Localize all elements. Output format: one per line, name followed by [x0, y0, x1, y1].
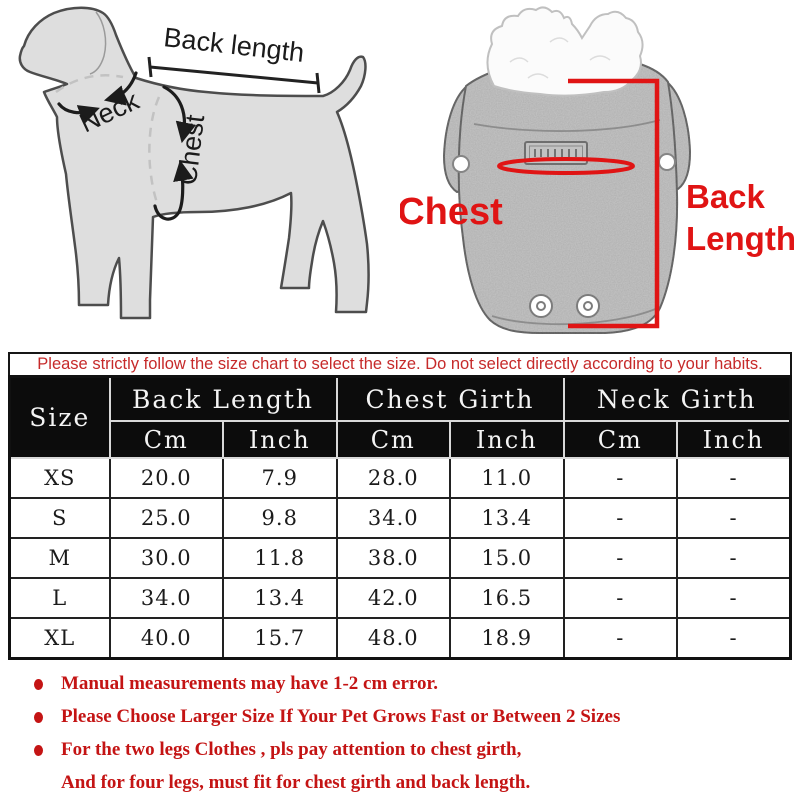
value-cell: 13.4: [222, 577, 338, 619]
value-cell: -: [562, 577, 678, 619]
neck-arrow-upper: [103, 71, 138, 106]
bullet-icon: [34, 711, 43, 723]
bullet-icon: [34, 744, 43, 756]
dog-silhouette: [18, 6, 370, 320]
value-cell: 25.0: [108, 497, 224, 539]
header-neck-girth: Neck Girth: [562, 375, 792, 422]
back-length-bracket: [568, 78, 660, 329]
header-unit-cm: Cm: [562, 420, 678, 459]
chest-dashed-line: [148, 96, 161, 204]
value-cell: 9.8: [222, 497, 338, 539]
header-unit-inch: Inch: [676, 420, 792, 459]
neck-arrow-lower: [57, 102, 100, 125]
jacket-chest-label: Chest: [400, 191, 503, 233]
sleeve-buttons: [452, 153, 676, 173]
value-cell: 40.0: [108, 617, 224, 660]
header-chest-girth: Chest Girth: [335, 375, 565, 422]
value-cell: -: [676, 497, 792, 539]
measurement-notes: Manual measurements may have 1-2 cm erro…: [34, 673, 800, 794]
value-cell: 38.0: [335, 537, 451, 579]
note-text: For the two legs Clothes , pls pay atten…: [61, 739, 522, 760]
value-cell: 16.5: [449, 577, 565, 619]
table-row-xs: XS 20.0 7.9 28.0 11.0 - -: [8, 457, 792, 499]
header-unit-cm: Cm: [335, 420, 451, 459]
chest-girth-annotation: [497, 157, 635, 175]
jacket-measurement-diagram: Chest Back Length: [400, 6, 796, 334]
value-cell: 15.0: [449, 537, 565, 579]
value-cell: 7.9: [222, 457, 338, 499]
bullet-icon: [34, 678, 43, 690]
value-cell: -: [676, 457, 792, 499]
size-chart-table: Size Back Length Chest Girth Neck Girth …: [8, 375, 792, 660]
value-cell: -: [562, 497, 678, 539]
note-text: Please Choose Larger Size If Your Pet Gr…: [61, 706, 621, 727]
size-cell: XL: [8, 617, 111, 660]
chest-arrow-down: [162, 85, 197, 144]
size-cell: L: [8, 577, 111, 619]
header-unit-cm: Cm: [108, 420, 224, 459]
header-size: Size: [8, 375, 111, 459]
value-cell: 48.0: [335, 617, 451, 660]
header-unit-inch: Inch: [222, 420, 338, 459]
value-cell: -: [676, 577, 792, 619]
jacket-fur-collar: [486, 6, 644, 97]
value-cell: 20.0: [108, 457, 224, 499]
dog-ear-line: [89, 11, 107, 75]
measure-arrows: [57, 71, 197, 221]
dog-measurement-diagram: Back length Neck Chest: [18, 6, 370, 320]
back-length-measure-line: [147, 56, 321, 94]
chest-arrow-up: [153, 159, 194, 221]
value-cell: 11.0: [449, 457, 565, 499]
jacket-back-length-label-line2: Length: [686, 220, 796, 257]
table-row-s: S 25.0 9.8 34.0 13.4 - -: [8, 497, 792, 539]
note-item: Manual measurements may have 1-2 cm erro…: [34, 673, 800, 695]
note-item: For the two legs Clothes , pls pay atten…: [34, 739, 800, 761]
value-cell: 13.4: [449, 497, 565, 539]
value-cell: 11.8: [222, 537, 338, 579]
size-cell: S: [8, 497, 111, 539]
neck-dashed-line: [55, 74, 124, 94]
table-row-xl: XL 40.0 15.7 48.0 18.9 - -: [8, 617, 792, 660]
measurement-diagrams: Back length Neck Chest: [0, 0, 800, 352]
value-cell: 34.0: [108, 577, 224, 619]
value-cell: -: [562, 457, 678, 499]
value-cell: 42.0: [335, 577, 451, 619]
header-back-length: Back Length: [108, 375, 338, 422]
note-item: Please Choose Larger Size If Your Pet Gr…: [34, 706, 800, 728]
value-cell: 18.9: [449, 617, 565, 660]
value-cell: -: [562, 617, 678, 660]
note-text: Manual measurements may have 1-2 cm erro…: [61, 673, 438, 694]
value-cell: 30.0: [108, 537, 224, 579]
table-row-l: L 34.0 13.4 42.0 16.5 - -: [8, 577, 792, 619]
bottom-snap-buttons: [529, 294, 600, 318]
size-cell: M: [8, 537, 111, 579]
value-cell: 28.0: [335, 457, 451, 499]
value-cell: -: [676, 617, 792, 660]
value-cell: 34.0: [335, 497, 451, 539]
size-cell: XS: [8, 457, 111, 499]
table-row-m: M 30.0 11.8 38.0 15.0 - -: [8, 537, 792, 579]
value-cell: -: [676, 537, 792, 579]
note-text: And for four legs, must fit for chest gi…: [61, 772, 531, 793]
fur-texture-lines: [509, 37, 611, 79]
header-unit-inch: Inch: [449, 420, 565, 459]
size-chart-warning-banner: Please strictly follow the size chart to…: [8, 352, 792, 375]
value-cell: 15.7: [222, 617, 338, 660]
note-item-continuation: And for four legs, must fit for chest gi…: [34, 772, 800, 794]
jacket-back-length-label-line1: Back: [686, 178, 766, 215]
value-cell: -: [562, 537, 678, 579]
back-length-label: Back length: [162, 22, 306, 68]
